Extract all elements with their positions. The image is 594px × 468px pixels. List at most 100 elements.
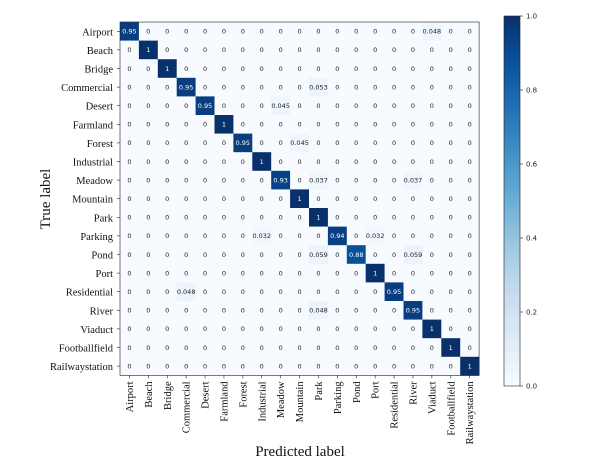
cell-value-label: 0: [468, 83, 472, 91]
heatmap-cell: [120, 263, 140, 283]
heatmap-cell: [195, 282, 215, 302]
cell-value-label: 0: [203, 195, 207, 203]
heatmap-cell: [403, 96, 423, 116]
heatmap-cell: [138, 245, 159, 265]
heatmap-cell: [233, 208, 253, 227]
heatmap-cell: [460, 301, 480, 320]
heatmap-cell: [271, 356, 291, 376]
heatmap-cell: [120, 245, 140, 265]
cell-value-label: 0: [260, 362, 264, 370]
heatmap-cell: [403, 77, 423, 97]
cell-value-label: 0: [411, 121, 415, 129]
cell-value-label: 0: [184, 232, 188, 240]
x-tick-label: Farmland: [219, 381, 230, 422]
cell-value-label: 0: [392, 28, 396, 36]
cell-value-label: 0: [127, 46, 131, 54]
heatmap-cell: [195, 245, 215, 265]
cell-value-label: 0: [146, 288, 150, 296]
cell-value-label: 0: [146, 195, 150, 203]
heatmap-cell: [195, 356, 215, 376]
heatmap-cell: [422, 282, 442, 302]
heatmap-cell: [327, 152, 348, 172]
heatmap-cell: [346, 77, 366, 97]
cell-value-label: 1: [165, 65, 169, 73]
heatmap-cell: [327, 189, 348, 209]
cell-value-label: 0: [411, 214, 415, 222]
heatmap-cell: [252, 115, 272, 134]
cell-value-label: 0: [241, 65, 245, 73]
heatmap-cell: [290, 338, 310, 358]
cell-value-label: 0: [430, 83, 434, 91]
heatmap-cell: [441, 152, 461, 172]
heatmap-cell: [422, 356, 442, 376]
heatmap-cell: [346, 338, 366, 358]
cell-value-label: 1: [260, 158, 264, 166]
heatmap-cell: [195, 226, 215, 246]
heatmap-cell: [252, 133, 272, 153]
heatmap-cell: [309, 263, 329, 283]
heatmap-cell: [309, 226, 329, 246]
heatmap-cell: [384, 245, 404, 265]
cell-value-label: 0: [146, 65, 150, 73]
x-tick-label: Pond: [352, 381, 363, 403]
heatmap-cell: [309, 96, 329, 116]
cell-value-label: 0: [241, 288, 245, 296]
cell-value-label: 0: [127, 251, 131, 259]
heatmap-cell: [441, 133, 461, 153]
cell-value-label: 0: [165, 288, 169, 296]
heatmap-cell: [384, 208, 404, 227]
cell-value-label: 0: [260, 195, 264, 203]
cell-value-label: 0: [241, 46, 245, 54]
cell-value-label: 0: [449, 83, 453, 91]
cell-value-label: 0: [279, 28, 283, 36]
heatmap-cell: [460, 245, 480, 265]
heatmap-cell: [460, 40, 480, 60]
cell-value-label: 0: [165, 102, 169, 110]
cell-value-label: 0: [222, 307, 226, 315]
cell-value-label: 0: [184, 121, 188, 129]
cell-value-label: 0: [373, 176, 377, 184]
heatmap-cell: [176, 96, 196, 116]
cell-value-label: 0: [203, 46, 207, 54]
heatmap-cell: [120, 356, 140, 376]
heatmap-cell: [290, 96, 310, 116]
cell-value-label: 0: [146, 325, 150, 333]
y-tick-label: Airport: [82, 27, 113, 38]
heatmap-cell: [157, 22, 177, 41]
heatmap-cell: [138, 226, 159, 246]
heatmap-cell: [422, 115, 442, 134]
cell-value-label: 0: [222, 158, 226, 166]
cell-value-label: 0: [260, 46, 264, 54]
heatmap-cell: [138, 152, 159, 172]
cell-value-label: 0: [430, 288, 434, 296]
cell-value-label: 0: [373, 121, 377, 129]
cell-value-label: 0: [165, 158, 169, 166]
heatmap-cell: [346, 208, 366, 227]
x-tick-label: Commercial: [182, 381, 193, 433]
cell-value-label: 0: [241, 28, 245, 36]
cell-value-label: 1: [222, 121, 226, 129]
cell-value-label: 0: [468, 46, 472, 54]
cell-value-label: 0: [373, 139, 377, 147]
heatmap-cell: [384, 226, 404, 246]
heatmap-cell: [365, 96, 385, 116]
cell-value-label: 0: [430, 362, 434, 370]
cell-value-label: 0: [297, 121, 301, 129]
heatmap-cell: [252, 189, 272, 209]
heatmap-cell: [346, 133, 366, 153]
y-tick-label: Forest: [87, 139, 113, 150]
cell-value-label: 0: [203, 251, 207, 259]
heatmap-cell: [384, 301, 404, 320]
cell-value-label: 0: [392, 83, 396, 91]
cell-value-label: 0: [146, 362, 150, 370]
heatmap-cell: [176, 133, 196, 153]
cell-value-label: 0: [316, 362, 320, 370]
heatmap-cell: [365, 170, 385, 190]
cell-value-label: 0: [373, 195, 377, 203]
heatmap-cell: [252, 170, 272, 190]
cell-value-label: 0: [430, 251, 434, 259]
cell-value-label: 0: [392, 139, 396, 147]
cell-value-label: 0: [260, 176, 264, 184]
cell-value-label: 0: [411, 102, 415, 110]
cell-value-label: 0: [203, 65, 207, 73]
